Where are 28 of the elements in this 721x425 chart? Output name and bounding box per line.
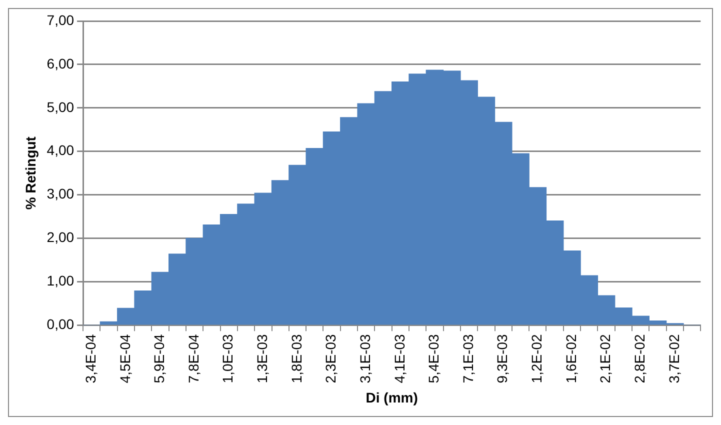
x-tick-label: 5,9E-04 [151,334,168,384]
x-tick-label: 9,3E-03 [494,334,510,384]
y-axis-title: % Retingut [22,136,38,210]
x-tick-label: 5,4E-03 [426,334,442,384]
y-tick-label: 4,00 [46,142,74,158]
x-tick-label: 2,8E-02 [631,334,648,384]
y-tick-label: 7,00 [46,12,74,28]
y-tick-label: 6,00 [46,55,74,72]
x-tick-label: 4,1E-03 [391,334,408,384]
x-tick-label: 2,1E-02 [597,334,614,384]
x-tick-label: 3,7E-02 [666,334,682,384]
x-tick-label: 1,3E-03 [254,334,270,384]
x-tick-label: 7,8E-04 [185,334,202,384]
x-tick-label: 3,1E-03 [356,334,373,384]
x-tick-label: 1,8E-03 [288,334,304,384]
x-axis-title: Di (mm) [366,389,418,406]
x-tick-label: 2,3E-03 [322,334,339,384]
x-tick-label: 4,5E-04 [116,334,133,384]
x-tick-label: 1,2E-02 [528,334,545,384]
y-tick-label: 1,00 [46,272,74,289]
y-tick-label: 2,00 [46,229,74,246]
x-tick-label: 3,4E-04 [82,334,98,384]
x-tick-label: 1,0E-03 [220,334,236,384]
x-tick-label: 7,1E-03 [460,334,476,384]
y-tick-label: 0,00 [46,316,74,332]
y-tick-label: 5,00 [46,98,74,115]
x-tick-label: 1,6E-02 [562,334,579,384]
y-tick-label: 3,00 [46,186,74,202]
